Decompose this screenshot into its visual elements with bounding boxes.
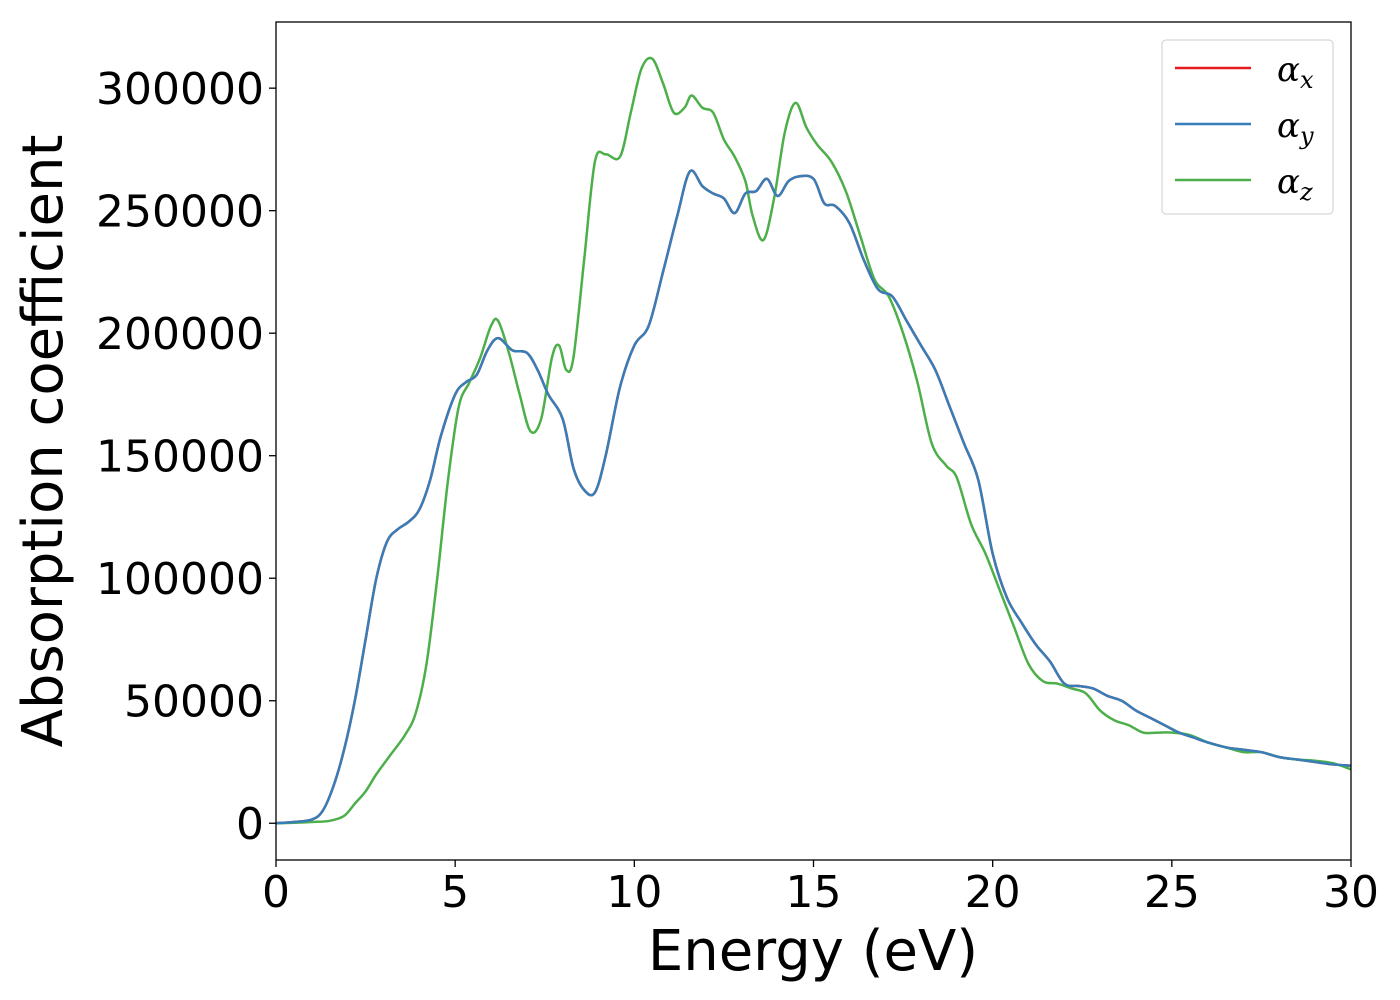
series-line-alpha-y [276,169,1351,825]
y-tick-label: 100000 [96,554,264,605]
series-line-alpha-x [276,169,1351,825]
y-axis-label: Absorption coefficient [11,135,76,748]
legend-label-alpha-x: αx [1277,50,1314,94]
y-tick-label: 50000 [124,677,264,728]
legend: αx αy αz [1161,39,1334,215]
legend-alpha-x-symbol: α [1277,50,1300,90]
x-tick-label: 10 [606,867,662,918]
x-tick-label: 30 [1323,867,1379,918]
y-axis-ticks: 0 50000 100000 150000 200000 250000 300000 [96,64,276,850]
y-tick-label: 150000 [96,432,264,483]
x-tick-label: 25 [1144,867,1200,918]
legend-alpha-y-symbol: α [1277,106,1300,146]
y-tick-label: 250000 [96,187,264,238]
legend-alpha-x-subscript: x [1300,66,1314,94]
legend-label-alpha-y: αy [1277,106,1314,150]
series-line-alpha-z [276,56,1351,825]
legend-alpha-z-symbol: α [1277,162,1300,202]
legend-alpha-y-subscript: y [1299,122,1314,150]
x-tick-label: 5 [441,867,469,918]
x-tick-label: 20 [965,867,1021,918]
legend-alpha-z-subscript: z [1299,178,1313,206]
y-tick-label: 200000 [96,309,264,360]
series-layer [276,56,1351,825]
x-tick-label: 0 [262,867,290,918]
legend-box [1161,39,1334,215]
x-axis-label: Energy (eV) [648,919,978,984]
x-tick-label: 15 [786,867,842,918]
legend-label-alpha-z: αz [1277,162,1313,206]
y-tick-label: 0 [236,799,264,850]
y-tick-label: 300000 [96,64,264,115]
x-axis-ticks: 0 5 10 15 20 25 30 [262,860,1379,918]
